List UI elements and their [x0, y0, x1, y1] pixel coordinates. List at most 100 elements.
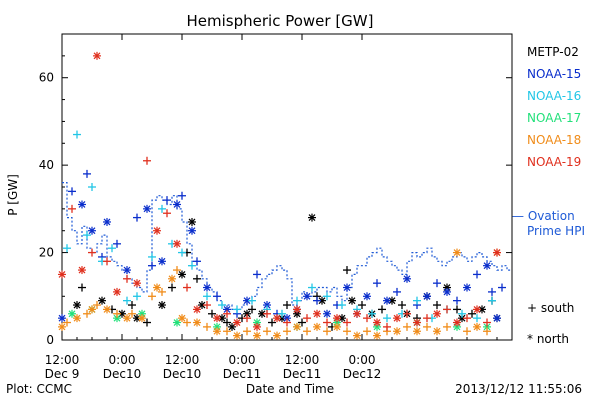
- data-point-star: [153, 283, 161, 292]
- data-point-plus: [193, 274, 201, 283]
- y-axis: 0 20 40 60: [39, 33, 512, 347]
- data-point-plus: [263, 327, 271, 336]
- data-point-star: [213, 314, 221, 323]
- data-point-plus: [163, 209, 171, 218]
- legend-item-noaa-18: NOAA-18: [527, 133, 581, 147]
- x-tick-label-time-3: 0:00: [229, 353, 256, 367]
- data-point-plus: [308, 283, 316, 292]
- x-tick-label-date-3: Dec11: [223, 367, 262, 381]
- data-point-plus: [248, 305, 256, 314]
- data-point-plus: [313, 296, 321, 305]
- data-point-plus: [343, 266, 351, 275]
- data-point-star: [58, 270, 66, 279]
- data-point-star: [173, 200, 181, 209]
- legend-item-noaa-15: NOAA-15: [527, 67, 581, 81]
- data-point-star: [333, 314, 341, 323]
- data-point-plus: [323, 292, 331, 301]
- data-point-star: [323, 309, 331, 318]
- data-point-plus: [413, 296, 421, 305]
- data-points: [58, 51, 506, 340]
- x-tick-label-date-5: Dec12: [343, 367, 382, 381]
- data-point-plus: [498, 283, 506, 292]
- data-point-star: [73, 301, 81, 310]
- data-point-plus: [68, 187, 76, 196]
- x-tick-label-date-4: Dec11: [283, 367, 322, 381]
- data-point-star: [203, 283, 211, 292]
- data-point-plus: [323, 318, 331, 327]
- data-point-plus: [468, 309, 476, 318]
- data-point-star: [433, 327, 441, 336]
- data-point-star: [333, 322, 341, 331]
- data-point-star: [348, 296, 356, 305]
- data-point-plus: [158, 204, 166, 213]
- data-point-star: [133, 279, 141, 288]
- data-point-plus: [383, 314, 391, 323]
- x-tick-label-time-1: 0:00: [109, 353, 136, 367]
- data-point-plus: [403, 309, 411, 318]
- data-point-star: [413, 318, 421, 327]
- legend: METP-02 NOAA-15 NOAA-16 NOAA-17 NOAA-18 NOAA-…: [512, 45, 585, 346]
- x-tick-label-time-4: 12:00: [285, 353, 320, 367]
- data-point-plus: [128, 301, 136, 310]
- data-point-plus: [443, 305, 451, 314]
- data-point-plus: [463, 327, 471, 336]
- data-point-plus: [433, 279, 441, 288]
- data-point-plus: [298, 318, 306, 327]
- data-point-plus: [63, 244, 71, 253]
- data-point-star: [283, 314, 291, 323]
- data-point-plus: [203, 292, 211, 301]
- y-axis-label: P [GW]: [6, 174, 20, 216]
- data-point-star: [263, 301, 271, 310]
- data-point-plus: [393, 287, 401, 296]
- legend-item-noaa-16: NOAA-16: [527, 89, 581, 103]
- data-point-plus: [303, 327, 311, 336]
- data-point-plus: [133, 292, 141, 301]
- legend-ovation-label: — Ovation: [512, 209, 575, 223]
- data-point-plus: [103, 257, 111, 266]
- legend-north-marker: * north: [527, 332, 569, 346]
- data-point-star: [143, 204, 151, 213]
- data-point-plus: [358, 301, 366, 310]
- data-point-plus: [463, 314, 471, 323]
- data-point-plus: [113, 309, 121, 318]
- data-point-star: [223, 305, 231, 314]
- data-point-star: [403, 274, 411, 283]
- data-point-star: [158, 301, 166, 310]
- data-point-plus: [148, 292, 156, 301]
- data-point-plus: [403, 322, 411, 331]
- data-point-plus: [423, 322, 431, 331]
- data-point-plus: [488, 287, 496, 296]
- data-point-plus: [73, 130, 81, 139]
- data-point-plus: [488, 296, 496, 305]
- data-point-star: [363, 292, 371, 301]
- data-point-plus: [143, 318, 151, 327]
- data-point-star: [73, 314, 81, 323]
- data-point-star: [233, 318, 241, 327]
- data-point-star: [193, 318, 201, 327]
- data-point-plus: [453, 296, 461, 305]
- data-point-plus: [453, 305, 461, 314]
- legend-ovation-sublabel: Prime HPI: [527, 224, 585, 238]
- data-point-plus: [218, 301, 226, 310]
- footer-plot-credit: Plot: CCMC: [6, 382, 72, 396]
- data-point-star: [103, 305, 111, 314]
- data-point-star: [78, 266, 86, 275]
- data-point-plus: [178, 191, 186, 200]
- y-tick-label-1: 20: [39, 246, 54, 260]
- data-point-star: [93, 51, 101, 60]
- data-point-plus: [323, 327, 331, 336]
- x-tick-label-date-0: Dec 9: [45, 367, 80, 381]
- data-point-plus: [183, 283, 191, 292]
- data-point-plus: [283, 318, 291, 327]
- data-point-plus: [128, 309, 136, 318]
- data-point-plus: [123, 296, 131, 305]
- data-point-plus: [338, 301, 346, 310]
- data-point-plus: [283, 327, 291, 336]
- data-point-plus: [458, 309, 466, 318]
- data-point-plus: [278, 309, 286, 318]
- data-point-star: [483, 261, 491, 270]
- data-point-plus: [473, 270, 481, 279]
- data-point-plus: [433, 301, 441, 310]
- data-point-plus: [243, 327, 251, 336]
